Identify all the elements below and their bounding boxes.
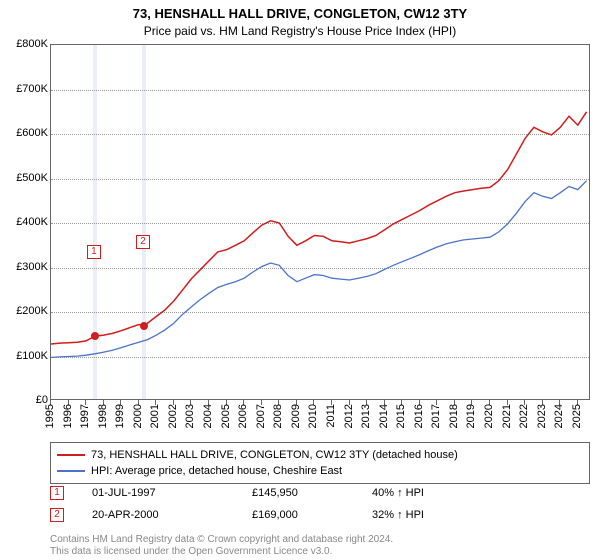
y-tick-label: £800K [4, 38, 48, 50]
x-tick-label: 2025 [571, 404, 583, 428]
sale-marker-box: 2 [136, 235, 150, 249]
x-tick-label: 2002 [167, 404, 179, 428]
x-tick-label: 1997 [79, 404, 91, 428]
x-tick-label: 2015 [395, 404, 407, 428]
x-tick-label: 2019 [465, 404, 477, 428]
x-tick-label: 2020 [483, 404, 495, 428]
x-tick-label: 2003 [184, 404, 196, 428]
chart-title: 73, HENSHALL HALL DRIVE, CONGLETON, CW12… [0, 6, 600, 21]
y-tick-label: £300K [4, 261, 48, 273]
sale-dot [91, 332, 99, 340]
x-tick-label: 2007 [255, 404, 267, 428]
sale-date: 20-APR-2000 [92, 509, 252, 521]
x-tick-label: 2009 [290, 404, 302, 428]
x-tick-label: 2011 [325, 404, 337, 428]
y-tick-label: £400K [4, 216, 48, 228]
y-tick-label: £200K [4, 305, 48, 317]
footer-line: This data is licensed under the Open Gov… [50, 546, 590, 558]
legend-item: HPI: Average price, detached house, Ches… [57, 463, 583, 479]
x-tick-label: 2012 [343, 404, 355, 428]
x-tick-label: 1999 [114, 404, 126, 428]
footer-line: Contains HM Land Registry data © Crown c… [50, 534, 590, 546]
legend: 73, HENSHALL HALL DRIVE, CONGLETON, CW12… [50, 442, 590, 484]
sale-date: 01-JUL-1997 [92, 487, 252, 499]
sale-marker-box: 1 [87, 245, 101, 259]
y-tick-label: £0 [4, 394, 48, 406]
sale-row: 2 20-APR-2000 £169,000 32% ↑ HPI [50, 508, 590, 522]
y-tick-label: £100K [4, 350, 48, 362]
series-subject [51, 112, 587, 344]
sale-marker-icon: 1 [50, 486, 64, 500]
x-tick-label: 2024 [553, 404, 565, 428]
series-hpi [51, 181, 587, 358]
x-tick-label: 2005 [220, 404, 232, 428]
chart-subtitle: Price paid vs. HM Land Registry's House … [0, 24, 600, 38]
y-tick-label: £700K [4, 83, 48, 95]
x-tick-label: 2021 [501, 404, 513, 428]
sale-row: 1 01-JUL-1997 £145,950 40% ↑ HPI [50, 486, 590, 500]
x-tick-label: 2016 [413, 404, 425, 428]
sale-price: £145,950 [252, 487, 372, 499]
x-tick-label: 1995 [44, 404, 56, 428]
x-tick-label: 2006 [237, 404, 249, 428]
legend-swatch [57, 454, 85, 456]
x-tick-label: 2023 [536, 404, 548, 428]
y-tick-label: £600K [4, 127, 48, 139]
x-tick-label: 1998 [97, 404, 109, 428]
legend-item: 73, HENSHALL HALL DRIVE, CONGLETON, CW12… [57, 447, 583, 463]
legend-label: 73, HENSHALL HALL DRIVE, CONGLETON, CW12… [91, 449, 458, 461]
footer: Contains HM Land Registry data © Crown c… [50, 534, 590, 557]
y-tick-label: £500K [4, 172, 48, 184]
legend-swatch [57, 470, 85, 472]
x-tick-label: 2013 [360, 404, 372, 428]
x-tick-label: 1996 [62, 404, 74, 428]
x-tick-label: 2017 [430, 404, 442, 428]
chart-lines [51, 45, 591, 401]
x-tick-label: 2004 [202, 404, 214, 428]
x-tick-label: 2018 [448, 404, 460, 428]
x-tick-label: 2001 [149, 404, 161, 428]
sale-marker-icon: 2 [50, 508, 64, 522]
x-tick-label: 2010 [307, 404, 319, 428]
sale-delta: 32% ↑ HPI [372, 509, 590, 521]
x-tick-label: 2008 [272, 404, 284, 428]
x-tick-label: 2022 [518, 404, 530, 428]
chart-plot-area [50, 44, 590, 400]
sale-delta: 40% ↑ HPI [372, 487, 590, 499]
legend-label: HPI: Average price, detached house, Ches… [91, 465, 342, 477]
sale-dot [140, 322, 148, 330]
sale-price: £169,000 [252, 509, 372, 521]
x-tick-label: 2014 [378, 404, 390, 428]
x-tick-label: 2000 [132, 404, 144, 428]
